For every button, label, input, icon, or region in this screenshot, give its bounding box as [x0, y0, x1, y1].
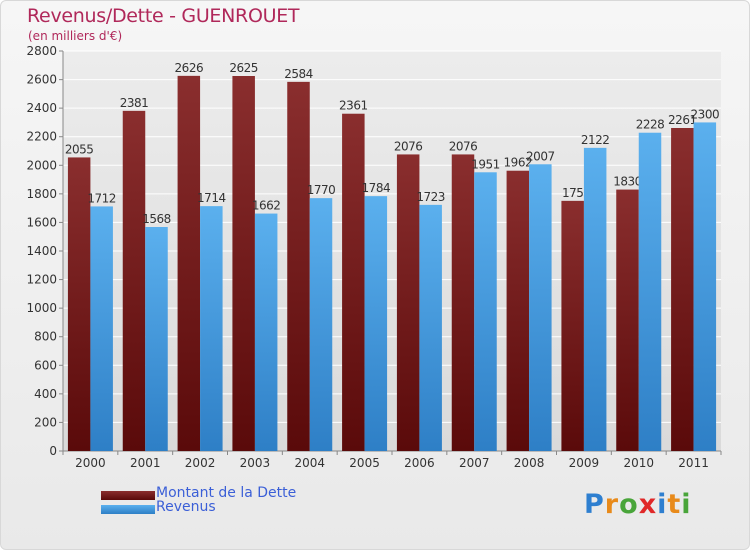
y-tick-label: 2000: [26, 158, 57, 172]
bar-revenus: [529, 164, 552, 452]
y-tick-label: 2400: [26, 101, 57, 115]
x-tick-label: 2006: [404, 456, 435, 470]
bar-revenus: [254, 213, 278, 451]
x-tick-label: 2001: [130, 456, 161, 470]
data-label-revenus: 1712: [87, 191, 116, 205]
legend-label-revenus: Revenus: [156, 499, 216, 515]
x-tick-label: 2009: [569, 456, 600, 470]
bar-debt: [616, 189, 639, 452]
y-tick-label: 600: [34, 358, 57, 372]
data-label-revenus: 1951: [471, 157, 500, 171]
y-tick-label: 1800: [26, 187, 57, 201]
x-tick-label: 2007: [459, 456, 490, 470]
y-tick-label: 2800: [26, 44, 57, 58]
bar-debt: [396, 154, 420, 451]
y-tick-label: 1000: [26, 301, 57, 315]
x-tick-label: 2011: [678, 456, 709, 470]
y-tick-label: 2200: [26, 130, 57, 144]
y-tick-label: 1400: [26, 244, 57, 258]
data-label-debt: 2055: [65, 142, 94, 156]
data-label-revenus: 1723: [416, 190, 445, 204]
bar-revenus: [693, 122, 717, 451]
y-tick-label: 400: [34, 387, 57, 401]
logo-letter: t: [667, 489, 682, 520]
data-label-debt: 1962: [504, 156, 533, 170]
bar-revenus: [474, 172, 497, 452]
proxiti-logo: Proxiti: [584, 489, 692, 520]
logo-letter: i: [681, 489, 692, 520]
chart-title: Revenus/Dette - GUENROUET: [27, 5, 300, 27]
legend-label-debt: Montant de la Dette: [156, 485, 297, 501]
data-label-debt: 2076: [394, 139, 423, 153]
bar-debt: [506, 170, 530, 451]
bar-revenus: [364, 196, 388, 451]
logo-letter: i: [657, 489, 668, 520]
x-tick-label: 2002: [185, 456, 216, 470]
data-label-revenus: 1770: [307, 183, 336, 197]
data-label-revenus: 2122: [581, 133, 610, 147]
bar-debt: [342, 113, 365, 451]
bar-revenus: [90, 206, 113, 451]
x-tick-label: 2008: [514, 456, 545, 470]
data-label-debt: 175: [562, 186, 583, 200]
x-tick-label: 2003: [240, 456, 271, 470]
x-tick-label: 2000: [75, 456, 106, 470]
data-label-revenus: 1784: [362, 181, 391, 195]
bar-revenus: [309, 198, 333, 451]
bar-debt: [177, 75, 201, 451]
logo-letter: x: [638, 489, 658, 520]
data-label-debt: 1830: [613, 175, 642, 189]
bar-debt: [232, 76, 255, 451]
bar-debt: [671, 128, 694, 451]
data-label-revenus: 2007: [526, 149, 555, 163]
x-tick-label: 2010: [623, 456, 654, 470]
bar-debt: [67, 157, 91, 451]
x-tick-label: 2005: [349, 456, 380, 470]
y-tick-label: 1600: [26, 215, 57, 229]
bar-debt: [561, 200, 584, 451]
data-label-debt: 2076: [449, 139, 478, 153]
y-tick-label: 800: [34, 330, 57, 344]
bar-debt: [287, 81, 310, 451]
x-tick-label: 2004: [294, 456, 325, 470]
data-label-debt: 2626: [175, 61, 204, 75]
bar-revenus: [638, 132, 662, 451]
y-tick-label: 2600: [26, 73, 57, 87]
data-label-debt: 2625: [229, 61, 258, 75]
bar-revenus: [583, 147, 607, 451]
data-label-revenus: 2228: [636, 118, 665, 132]
data-label-revenus: 1714: [197, 191, 226, 205]
y-tick-label: 1200: [26, 273, 57, 287]
data-label-debt: 2381: [120, 96, 149, 110]
chart-subtitle: (en milliers d'€): [28, 29, 123, 43]
logo-letter: o: [619, 489, 639, 520]
y-tick-label: 0: [49, 444, 57, 458]
bar-debt: [122, 110, 146, 451]
data-label-debt: 2584: [284, 67, 313, 81]
data-label-revenus: 1568: [142, 212, 171, 226]
data-label-revenus: 1662: [252, 199, 281, 213]
y-tick-label: 200: [34, 415, 57, 429]
legend-swatch-revenus: [101, 505, 155, 514]
logo-letter: P: [584, 489, 605, 520]
bar-revenus: [419, 204, 442, 451]
logo-letter: r: [604, 489, 620, 520]
bar-revenus: [200, 206, 223, 451]
bar-revenus: [145, 227, 168, 451]
data-label-revenus: 2300: [691, 107, 720, 121]
legend-swatch-debt: [101, 491, 155, 500]
data-label-debt: 2361: [339, 99, 368, 113]
bar-debt: [451, 154, 475, 451]
data-label-debt: 2261: [668, 113, 697, 127]
